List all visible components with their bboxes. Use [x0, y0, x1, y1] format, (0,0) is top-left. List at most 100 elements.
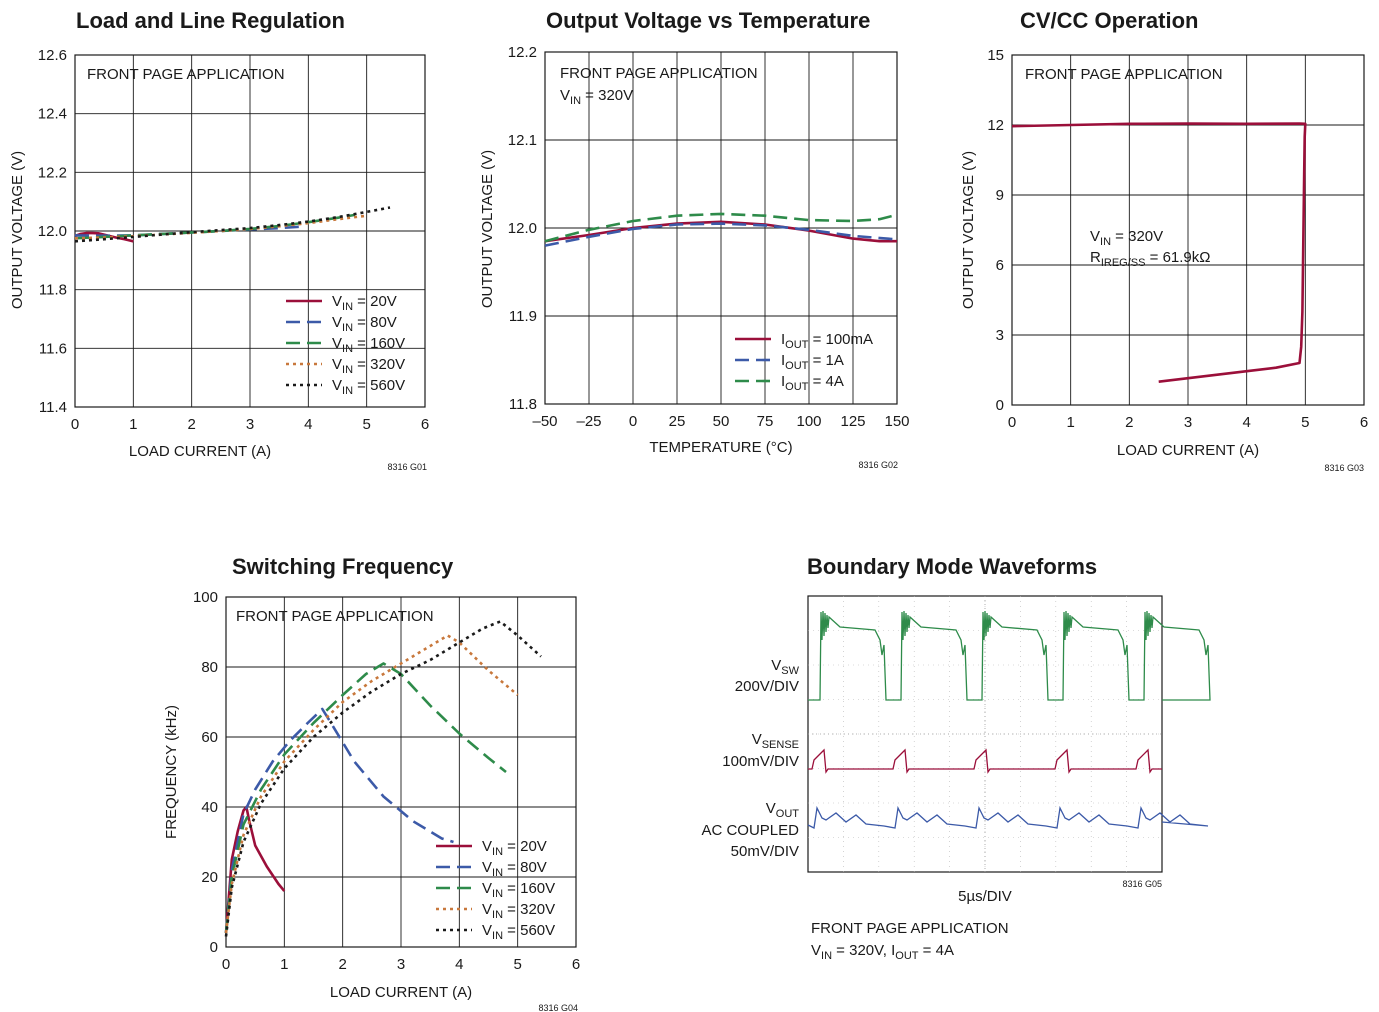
- cv-cc-operation-chart: CV/CC Operation FRONT PAGE APPLICATION V…: [960, 8, 1368, 473]
- x-tick-label: –25: [576, 413, 601, 430]
- y-tick-label: 0: [996, 397, 1004, 414]
- series-line-0: [224, 805, 286, 934]
- timebase-label: 5µs/DIV: [958, 888, 1012, 905]
- y-axis-label: OUTPUT VOLTAGE (V): [9, 151, 26, 309]
- chart-title: CV/CC Operation: [1020, 8, 1198, 33]
- chart-title: Switching Frequency: [232, 554, 454, 579]
- plot-frame: [1011, 54, 1365, 406]
- series-line-1: [544, 222, 898, 247]
- trace-vsw: [808, 610, 1211, 701]
- x-tick-label: 2: [1125, 414, 1133, 431]
- x-tick-label: 50: [713, 413, 730, 430]
- series-line-2: [224, 662, 507, 934]
- legend-label: IOUT = 1A: [781, 352, 844, 372]
- caption-line1: FRONT PAGE APPLICATION: [811, 920, 1009, 937]
- legend-label: VIN = 160V: [482, 880, 555, 900]
- grid: [225, 596, 577, 948]
- series-line-3: [224, 634, 519, 934]
- trace2-label: VSENSE: [752, 731, 799, 751]
- legend-label: VIN = 80V: [332, 314, 397, 334]
- trace3-label: VOUT: [766, 800, 800, 820]
- x-tick-label: 4: [455, 956, 463, 973]
- y-tick-label: 40: [201, 799, 218, 816]
- x-tick-label: 1: [1066, 414, 1074, 431]
- legend-label: VIN = 560V: [482, 922, 555, 942]
- x-tick-label: –50: [532, 413, 557, 430]
- legend-label: VIN = 320V: [482, 901, 555, 921]
- trace-vout: [807, 805, 1209, 829]
- plot-frame: [544, 51, 898, 405]
- chart-annotation: FRONT PAGE APPLICATION: [1025, 66, 1223, 83]
- x-tick-label: 2: [338, 956, 346, 973]
- y-tick-label: 3: [996, 327, 1004, 344]
- x-tick-label: 3: [397, 956, 405, 973]
- figure-code: 8316 G04: [538, 1003, 578, 1012]
- chart-annotation: FRONT PAGE APPLICATION: [87, 66, 285, 83]
- x-tick-label: 1: [129, 416, 137, 433]
- legend-label: VIN = 20V: [482, 838, 547, 858]
- x-tick-label: 25: [669, 413, 686, 430]
- x-tick-label: 5: [513, 956, 521, 973]
- output-voltage-vs-temperature-chart: Output Voltage vs Temperature FRONT PAGE…: [479, 8, 910, 470]
- series-line-0: [1011, 122, 1307, 383]
- chart-title: Output Voltage vs Temperature: [546, 8, 870, 33]
- series-line-2: [74, 213, 356, 240]
- y-tick-label: 100: [193, 589, 218, 606]
- series-line-2: [544, 212, 898, 243]
- x-axis-label: LOAD CURRENT (A): [129, 443, 271, 460]
- x-tick-label: 4: [1242, 414, 1250, 431]
- y-tick-label: 11.8: [509, 396, 537, 413]
- trace3-scale: 50mV/DIV: [731, 843, 799, 860]
- x-tick-label: 0: [222, 956, 230, 973]
- figure-code: 8316 G05: [1122, 879, 1162, 889]
- y-tick-label: 11.6: [39, 340, 67, 357]
- x-tick-label: 6: [1360, 414, 1368, 431]
- load-line-regulation-chart: Load and Line Regulation FRONT PAGE APPL…: [9, 8, 429, 472]
- legend-label: IOUT = 100mA: [781, 331, 873, 351]
- plot-frame: [74, 54, 426, 408]
- x-tick-label: 0: [629, 413, 637, 430]
- trace2-scale: 100mV/DIV: [722, 753, 799, 770]
- trace3-coupling: AC COUPLED: [701, 822, 799, 839]
- y-tick-label: 20: [201, 869, 218, 886]
- x-tick-label: 4: [304, 416, 312, 433]
- y-tick-label: 12: [987, 117, 1004, 134]
- chart-annotation: FRONT PAGE APPLICATION: [236, 608, 434, 625]
- y-axis-label: OUTPUT VOLTAGE (V): [960, 151, 977, 309]
- y-tick-label: 12.6: [38, 47, 67, 64]
- y-tick-label: 12.0: [508, 220, 537, 237]
- y-tick-label: 12.0: [38, 223, 67, 240]
- x-tick-label: 150: [884, 413, 909, 430]
- chart-title: Load and Line Regulation: [76, 8, 345, 33]
- grid: [74, 54, 426, 408]
- y-tick-label: 15: [987, 47, 1004, 64]
- x-axis-label: TEMPERATURE (°C): [649, 439, 792, 456]
- x-tick-label: 6: [421, 416, 429, 433]
- trace1-scale: 200V/DIV: [735, 678, 799, 695]
- y-tick-label: 12.4: [38, 106, 67, 123]
- series-line-1: [224, 707, 454, 934]
- trace-vsense: [808, 748, 1162, 774]
- x-tick-label: 3: [246, 416, 254, 433]
- chart-annotation-vin: VIN = 320V: [1090, 228, 1163, 248]
- y-tick-label: 11.4: [39, 399, 67, 416]
- switching-frequency-chart: Switching Frequency FRONT PAGE APPLICATI…: [163, 554, 580, 1012]
- legend-label: VIN = 160V: [332, 335, 405, 355]
- legend-label: VIN = 560V: [332, 377, 405, 397]
- y-tick-label: 12.2: [508, 44, 537, 61]
- y-tick-label: 11.8: [39, 282, 67, 299]
- boundary-mode-waveforms: Boundary Mode Waveforms VSW 200V/DIV VSE…: [701, 554, 1211, 962]
- x-tick-label: 5: [362, 416, 370, 433]
- y-tick-label: 11.9: [509, 308, 537, 325]
- chart-title: Boundary Mode Waveforms: [807, 554, 1097, 579]
- figure-code: 8316 G01: [387, 462, 427, 472]
- x-axis-label: LOAD CURRENT (A): [1117, 442, 1259, 459]
- x-tick-label: 0: [71, 416, 79, 433]
- y-axis-label: OUTPUT VOLTAGE (V): [479, 150, 496, 308]
- series-line-0: [544, 220, 897, 243]
- chart-annotation-vin: VIN = 320V: [560, 87, 633, 107]
- y-tick-label: 80: [201, 659, 218, 676]
- chart-annotation: FRONT PAGE APPLICATION: [560, 65, 758, 82]
